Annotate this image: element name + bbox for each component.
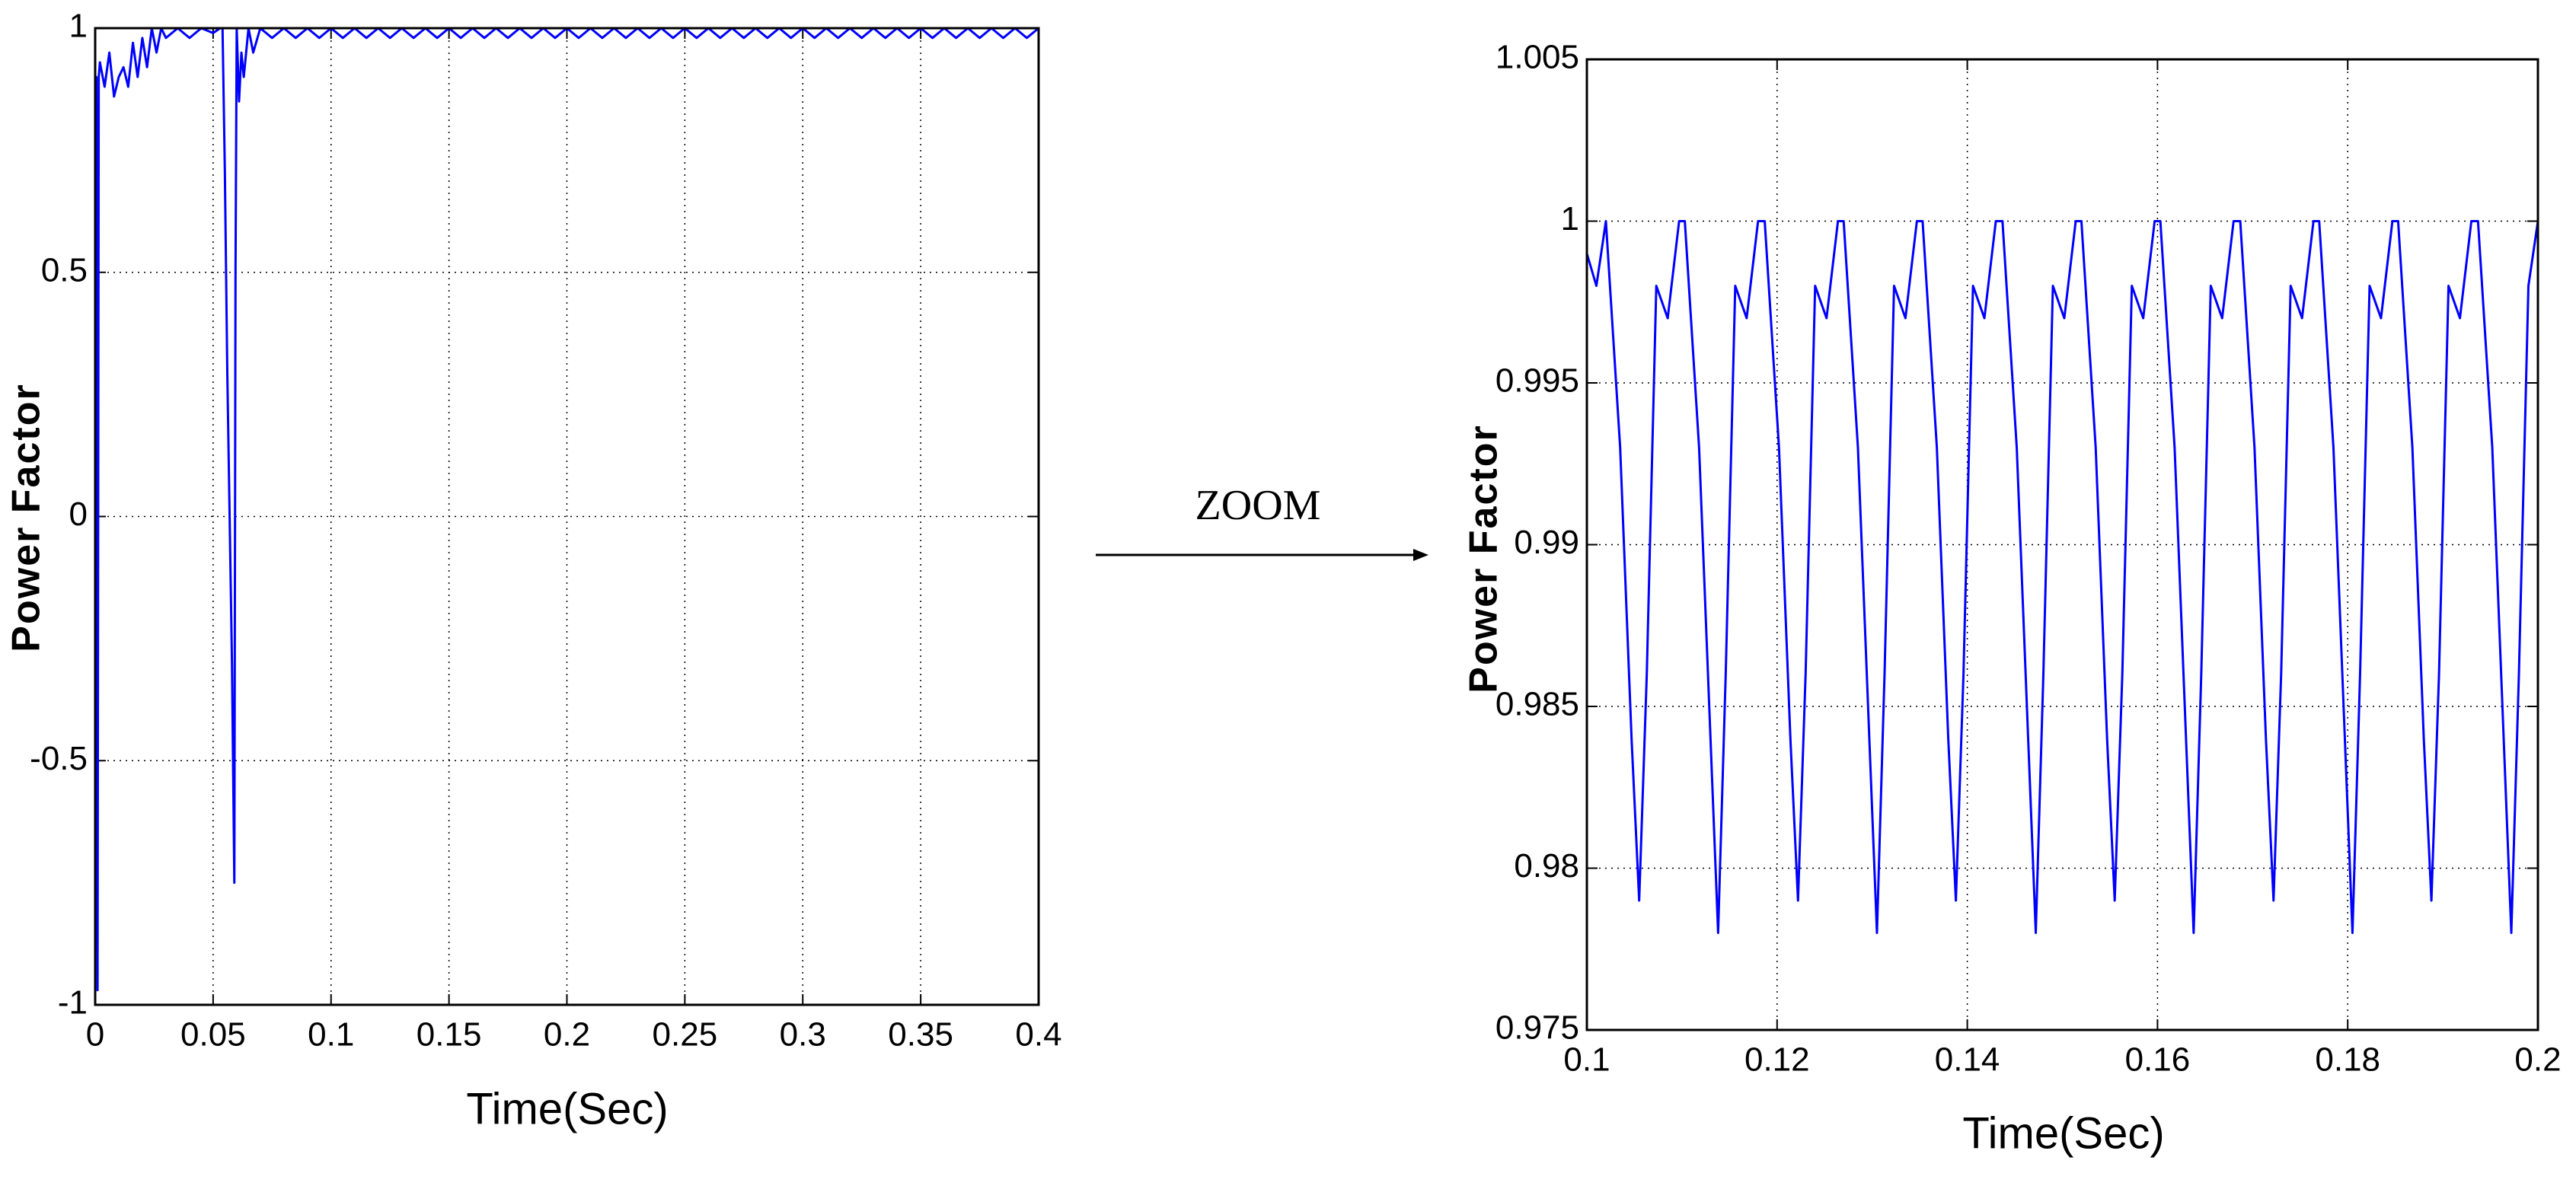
x-axis-label: Time(Sec) [466,1084,668,1133]
x-tick-label: 0.14 [1935,1041,2000,1079]
x-tick-label: 0.2 [544,1016,590,1054]
axes-frame [94,27,1040,1006]
y-tick-label: 1 [1561,200,1579,238]
y-tick-label: 0.975 [1495,1009,1579,1047]
x-tick-label: 0.2 [2514,1041,2561,1079]
x-tick-label: 0.16 [2125,1041,2191,1079]
x-tick-label: 0.4 [1015,1016,1061,1054]
x-tick-label: 0.1 [1563,1041,1610,1079]
data-line [95,27,1039,992]
data-line [1585,220,2539,934]
y-tick-label: 1.005 [1495,39,1579,76]
x-tick-label: 0.1 [308,1016,354,1054]
axes-frame [1585,58,2539,1031]
x-tick-label: 0.25 [653,1016,718,1054]
y-tick-label: 0.5 [41,251,88,289]
x-tick-label: 0.12 [1744,1041,1810,1079]
zoom-arrowhead [1413,549,1428,561]
zoom-annotation: ZOOM [1195,482,1321,529]
x-tick-label: 0.3 [780,1016,826,1054]
x-tick-label: 0.18 [2315,1041,2380,1079]
x-tick-label: 0.05 [180,1016,246,1054]
x-tick-label: 0.35 [888,1016,953,1054]
y-axis-label: Power Factor [5,383,49,652]
y-tick-label: -0.5 [30,740,88,777]
y-tick-label: 0 [69,496,88,533]
y-tick-label: 0.985 [1495,686,1579,723]
y-tick-label: 0.995 [1495,362,1579,400]
y-tick-label: 1 [69,8,88,45]
y-axis-label: Power Factor [1462,424,1506,693]
x-tick-label: 0 [86,1016,104,1054]
y-tick-label: -1 [58,984,88,1022]
y-tick-label: 0.99 [1514,524,1579,561]
y-tick-label: 0.98 [1514,847,1579,885]
x-tick-label: 0.15 [417,1016,482,1054]
x-axis-label: Time(Sec) [1962,1108,2164,1158]
